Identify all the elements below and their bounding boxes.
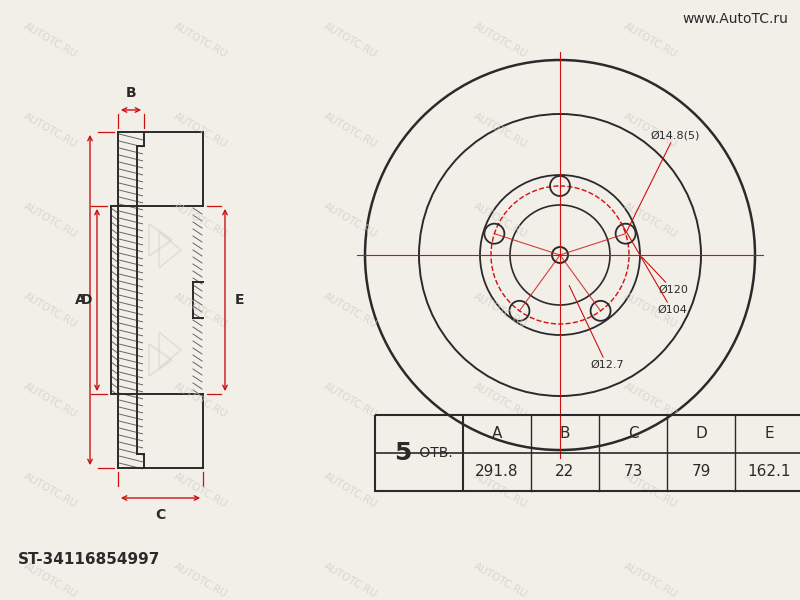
Text: AUTOTC.RU: AUTOTC.RU — [471, 110, 529, 149]
Text: 5: 5 — [394, 441, 411, 465]
Text: AUTOTC.RU: AUTOTC.RU — [322, 560, 378, 599]
Text: AUTOTC.RU: AUTOTC.RU — [622, 290, 678, 329]
Text: ОТВ.: ОТВ. — [415, 446, 453, 460]
Text: Ø12.7: Ø12.7 — [569, 286, 624, 370]
Text: AUTOTC.RU: AUTOTC.RU — [22, 560, 78, 599]
Text: AUTOTC.RU: AUTOTC.RU — [22, 200, 78, 239]
Text: AUTOTC.RU: AUTOTC.RU — [622, 470, 678, 509]
Text: AUTOTC.RU: AUTOTC.RU — [22, 20, 78, 59]
Text: AUTOTC.RU: AUTOTC.RU — [471, 470, 529, 509]
Text: A: A — [74, 293, 86, 307]
Text: AUTOTC.RU: AUTOTC.RU — [171, 380, 229, 419]
Text: AUTOTC.RU: AUTOTC.RU — [322, 20, 378, 59]
Text: 162.1: 162.1 — [747, 464, 790, 479]
Text: C: C — [628, 427, 638, 442]
Text: AUTOTC.RU: AUTOTC.RU — [322, 110, 378, 149]
Text: 79: 79 — [691, 464, 710, 479]
Bar — [375, 415, 800, 491]
Text: D: D — [695, 427, 707, 442]
Text: AUTOTC.RU: AUTOTC.RU — [322, 380, 378, 419]
Text: AUTOTC.RU: AUTOTC.RU — [22, 290, 78, 329]
Text: AUTOTC.RU: AUTOTC.RU — [622, 380, 678, 419]
Text: AUTOTC.RU: AUTOTC.RU — [171, 110, 229, 149]
Text: AUTOTC.RU: AUTOTC.RU — [622, 200, 678, 239]
Text: AUTOTC.RU: AUTOTC.RU — [322, 470, 378, 509]
Text: A: A — [492, 427, 502, 442]
Text: AUTOTC.RU: AUTOTC.RU — [471, 20, 529, 59]
Text: ST-34116854997: ST-34116854997 — [18, 553, 160, 568]
Text: B: B — [560, 427, 570, 442]
Text: AUTOTC.RU: AUTOTC.RU — [171, 200, 229, 239]
Text: AUTOTC.RU: AUTOTC.RU — [171, 560, 229, 599]
Text: AUTOTC.RU: AUTOTC.RU — [622, 20, 678, 59]
Text: AUTOTC.RU: AUTOTC.RU — [171, 20, 229, 59]
Text: AUTOTC.RU: AUTOTC.RU — [471, 200, 529, 239]
Text: www.AutoTC.ru: www.AutoTC.ru — [682, 12, 788, 26]
Text: AUTOTC.RU: AUTOTC.RU — [622, 110, 678, 149]
Text: D: D — [82, 293, 93, 307]
Text: B: B — [126, 86, 136, 100]
Text: AUTOTC.RU: AUTOTC.RU — [22, 470, 78, 509]
Text: AUTOTC.RU: AUTOTC.RU — [622, 560, 678, 599]
Text: E: E — [764, 427, 774, 442]
Text: AUTOTC.RU: AUTOTC.RU — [471, 380, 529, 419]
Text: AUTOTC.RU: AUTOTC.RU — [471, 290, 529, 329]
Text: 73: 73 — [623, 464, 642, 479]
Text: AUTOTC.RU: AUTOTC.RU — [471, 560, 529, 599]
Text: C: C — [155, 508, 166, 522]
Text: AUTOTC.RU: AUTOTC.RU — [22, 380, 78, 419]
Text: Ø120: Ø120 — [642, 257, 688, 295]
Text: AUTOTC.RU: AUTOTC.RU — [22, 110, 78, 149]
Text: Ø14.8(5): Ø14.8(5) — [627, 130, 699, 231]
Text: 291.8: 291.8 — [475, 464, 518, 479]
Text: Ø104: Ø104 — [621, 223, 687, 315]
Text: AUTOTC.RU: AUTOTC.RU — [171, 290, 229, 329]
Text: AUTOTC.RU: AUTOTC.RU — [322, 290, 378, 329]
Text: AUTOTC.RU: AUTOTC.RU — [171, 470, 229, 509]
Text: E: E — [235, 293, 245, 307]
Text: 22: 22 — [555, 464, 574, 479]
Text: AUTOTC.RU: AUTOTC.RU — [322, 200, 378, 239]
